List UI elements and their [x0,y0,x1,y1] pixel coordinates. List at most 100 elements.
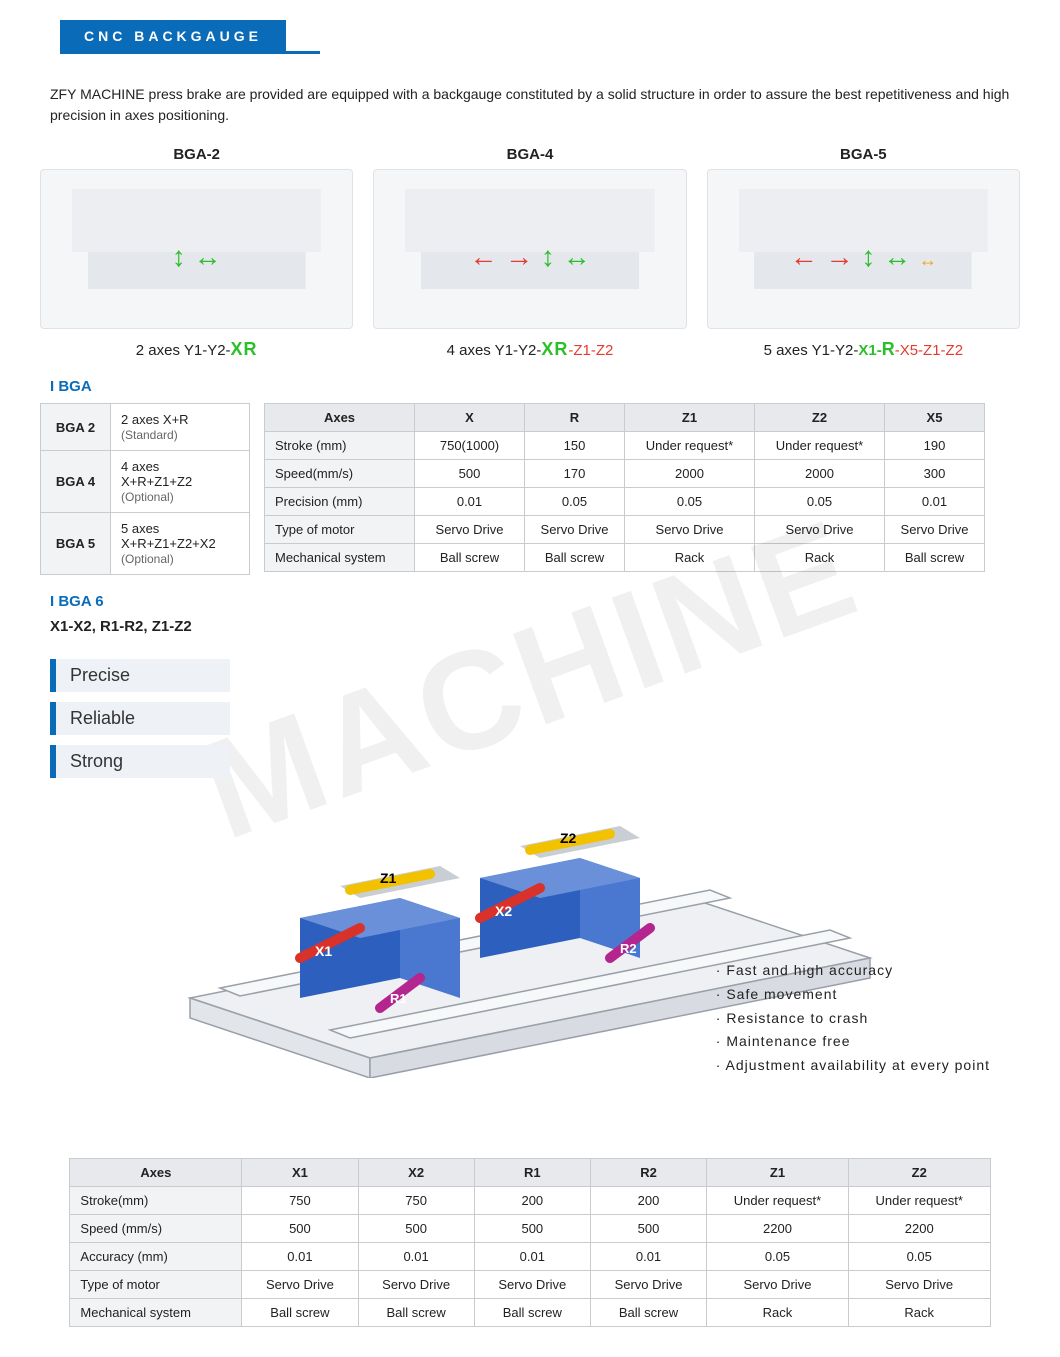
section-label-bga6: I BGA 6 [50,593,1020,610]
table-cell: 0.01 [358,1243,474,1271]
table-row: Mechanical systemBall screwBall screwBal… [70,1299,990,1327]
table-header: X2 [358,1159,474,1187]
config-desc: 4 axesX+R+Z1+Z2(Optional) [111,451,250,513]
table-header: X5 [885,404,985,432]
bullet-item: Fast and high accuracy [716,959,990,983]
table-cell: Rack [848,1299,990,1327]
bga6-illustration: Z1 Z2 X1 X2 R1 R2 Fast and high accuracy… [50,778,1020,1138]
table-cell: 750(1000) [415,432,525,460]
table-header: Z2 [848,1159,990,1187]
table-header: Axes [70,1159,242,1187]
bullet-item: Safe movement [716,983,990,1007]
bullet-item: Resistance to crash [716,1007,990,1031]
table-header: R [525,404,625,432]
table-row: Precision (mm)0.010.050.050.050.01 [265,488,985,516]
xr-arrows-icon: ↕ ↔ [541,241,591,272]
table-cell: 0.01 [885,488,985,516]
table-row: Accuracy (mm)0.010.010.010.010.050.05 [70,1243,990,1271]
table-row: Type of motorServo DriveServo DriveServo… [265,516,985,544]
axes-label: 4 axes Y1-Y2-XR-Z1-Z2 [373,339,686,360]
bga6-subtitle: X1-X2, R1-R2, Z1-Z2 [50,618,1020,635]
table-cell: Ball screw [474,1299,590,1327]
table-header: X [415,404,525,432]
table-cell: 500 [590,1215,706,1243]
axes-label: 2 axes Y1-Y2-XR [40,339,353,360]
row-label: Stroke(mm) [70,1187,242,1215]
table-cell: Under request* [625,432,755,460]
feature-bullets: Fast and high accuracySafe movementResis… [716,959,990,1078]
table-cell: 500 [242,1215,358,1243]
table-cell: 170 [525,460,625,488]
table-cell: 300 [885,460,985,488]
table-row: Mechanical systemBall screwBall screwRac… [265,544,985,572]
table-cell: Ball screw [525,544,625,572]
table-cell: 500 [474,1215,590,1243]
table-header: Z2 [755,404,885,432]
spec-table-2: AxesX1X2R1R2Z1Z2Stroke(mm)750750200200Un… [69,1158,990,1327]
feature-tag: Precise [50,659,230,692]
table-cell: Ball screw [885,544,985,572]
table-cell: Servo Drive [415,516,525,544]
page-title: CNC BACKGAUGE [60,20,286,52]
bullet-item: Maintenance free [716,1030,990,1054]
table-cell: Servo Drive [625,516,755,544]
config-table: BGA 2 2 axes X+R(Standard)BGA 4 4 axesX+… [40,403,250,575]
table-header: Z1 [707,1159,849,1187]
machine-illustration: ← → ↕ ↔ ↔ [707,169,1020,329]
panel-bga4: BGA-4 ← → ↕ ↔ 4 axes Y1-Y2-XR-Z1-Z2 [373,146,686,360]
config-desc: 5 axesX+R+Z1+Z2+X2(Optional) [111,513,250,575]
table-cell: 0.05 [848,1243,990,1271]
row-label: Mechanical system [70,1299,242,1327]
table-cell: 0.01 [242,1243,358,1271]
machine-illustration: ↕ ↔ [40,169,353,329]
table-header: R1 [474,1159,590,1187]
table-cell: 0.05 [707,1243,849,1271]
table-cell: 2200 [707,1215,849,1243]
config-name: BGA 5 [41,513,111,575]
axis-arrows-icon: ↕ ↔ [172,241,222,272]
z1-label: Z1 [380,870,397,886]
table-cell: Under request* [755,432,885,460]
machine-illustration: ← → ↕ ↔ [373,169,686,329]
panel-bga5: BGA-5 ← → ↕ ↔ ↔ 5 axes Y1-Y2-X1-R-X5-Z1-… [707,146,1020,360]
table-cell: 200 [590,1187,706,1215]
table-header: X1 [242,1159,358,1187]
table-cell: Rack [707,1299,849,1327]
config-name: BGA 4 [41,451,111,513]
table-row: Speed (mm/s)50050050050022002200 [70,1215,990,1243]
table-cell: 750 [242,1187,358,1215]
table-cell: Under request* [707,1187,849,1215]
panel-title: BGA-2 [40,146,353,163]
row-label: Speed(mm/s) [265,460,415,488]
table-cell: Servo Drive [848,1271,990,1299]
row-label: Stroke (mm) [265,432,415,460]
row-label: Mechanical system [265,544,415,572]
xr-arrows-icon: ↕ ↔ [861,241,911,272]
config-desc: 2 axes X+R(Standard) [111,404,250,451]
machine-panels: BGA-2 ↕ ↔ 2 axes Y1-Y2-XR BGA-4 ← → ↕ ↔ … [40,146,1020,360]
x5-arrow-icon: ↔ [919,250,937,270]
table-cell: Servo Drive [358,1271,474,1299]
row-label: Precision (mm) [265,488,415,516]
table-cell: 0.05 [625,488,755,516]
intro-text: ZFY MACHINE press brake are provided are… [50,84,1010,126]
table-cell: Servo Drive [885,516,985,544]
table-cell: Rack [625,544,755,572]
table-cell: Servo Drive [707,1271,849,1299]
table-row: Stroke(mm)750750200200Under request*Unde… [70,1187,990,1215]
panel-bga2: BGA-2 ↕ ↔ 2 axes Y1-Y2-XR [40,146,353,360]
table-cell: Ball screw [415,544,525,572]
table-cell: Servo Drive [755,516,885,544]
spec-table-1: AxesXRZ1Z2X5Stroke (mm)750(1000)150Under… [264,403,985,572]
bullet-item: Adjustment availability at every point [716,1054,990,1078]
x1-label: X1 [315,943,332,959]
table-cell: 750 [358,1187,474,1215]
row-label: Type of motor [265,516,415,544]
x2-label: X2 [495,903,512,919]
z2-label: Z2 [560,830,577,846]
table-header: Z1 [625,404,755,432]
table-cell: Servo Drive [525,516,625,544]
r1-label: R1 [390,991,407,1006]
table-cell: 500 [358,1215,474,1243]
z-arrows-icon: ← → [790,241,854,272]
